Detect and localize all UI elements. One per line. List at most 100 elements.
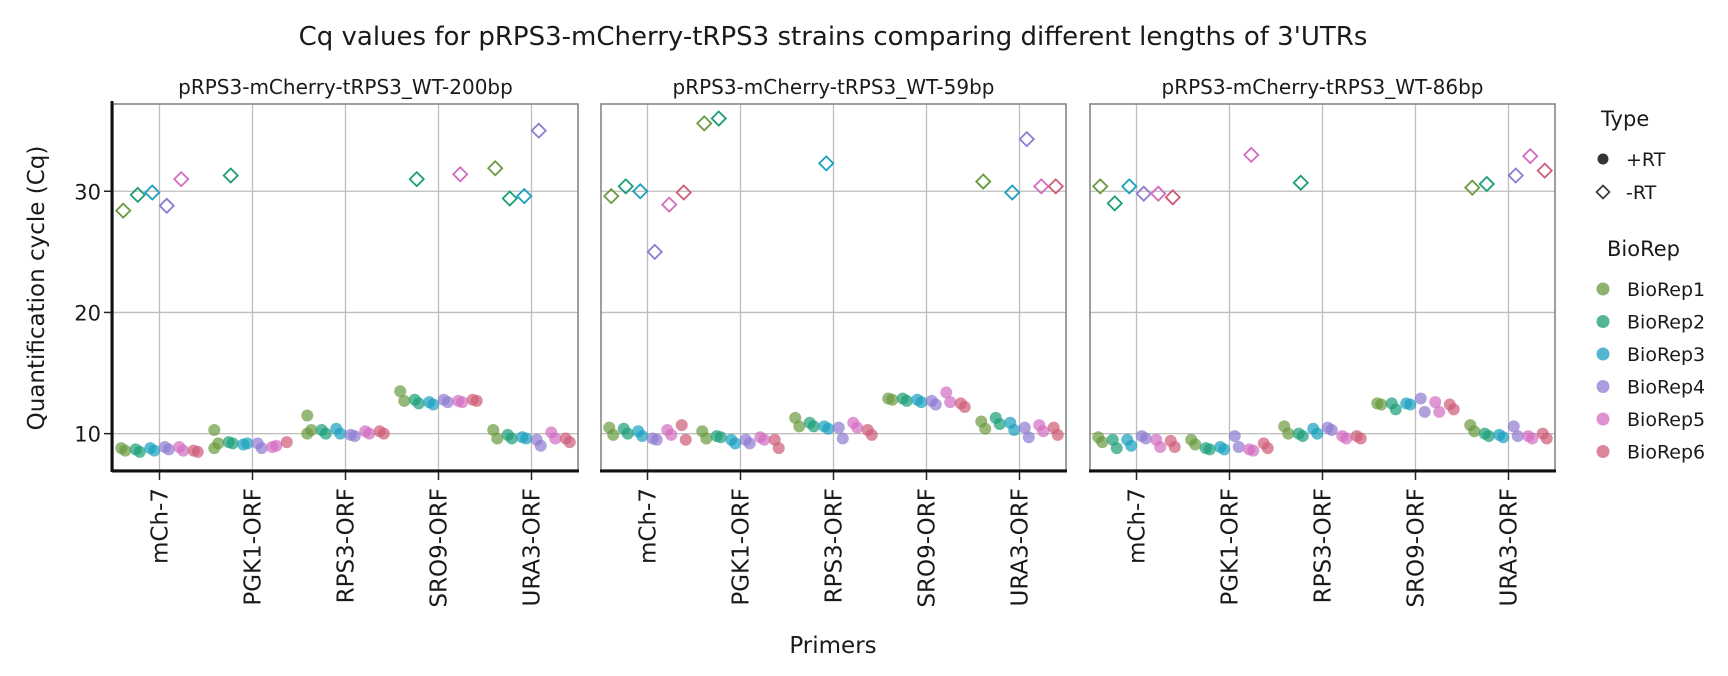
- point-minus-rt-biorep2: [222, 167, 240, 184]
- point-plus-rt-biorep4: [832, 421, 845, 434]
- point-plus-rt-biorep2: [714, 431, 727, 444]
- point-plus-rt-biorep5: [1340, 432, 1353, 445]
- legend-label-biorep6: BioRep6: [1627, 442, 1705, 464]
- point-plus-rt-biorep4: [1418, 405, 1431, 418]
- x-tick-label: SRO9-ORF: [915, 488, 941, 608]
- point-plus-rt-biorep3: [1218, 443, 1231, 456]
- point-plus-rt-biorep4: [1507, 420, 1520, 433]
- point-minus-rt-biorep1: [974, 173, 992, 190]
- point-plus-rt-biorep1: [1375, 398, 1388, 411]
- y-tick-label: 10: [74, 423, 101, 447]
- x-tick-label: SRO9-ORF: [427, 488, 453, 608]
- point-minus-rt-biorep5: [451, 166, 469, 183]
- legend-key-biorep6: [1596, 445, 1610, 458]
- point-minus-rt-biorep6: [675, 184, 693, 201]
- point-plus-rt-biorep1: [1189, 438, 1202, 451]
- point-plus-rt-biorep4: [650, 433, 663, 446]
- point-plus-rt-biorep2: [319, 427, 332, 440]
- x-tick-label: PGK1-ORF: [729, 488, 755, 606]
- point-plus-rt-biorep6: [280, 436, 293, 449]
- point-plus-rt-biorep6: [1540, 432, 1553, 445]
- point-minus-rt-biorep6: [1047, 178, 1065, 195]
- legend-label-biorep2: BioRep2: [1627, 312, 1705, 334]
- x-tick-label: PGK1-ORF: [241, 488, 267, 606]
- point-plus-rt-biorep1: [394, 385, 407, 398]
- point-minus-rt-biorep2: [408, 170, 426, 188]
- point-minus-rt-biorep1: [486, 159, 504, 177]
- y-tick-label: 30: [74, 180, 101, 204]
- point-plus-rt-biorep3: [1125, 439, 1138, 452]
- point-plus-rt-biorep6: [563, 436, 576, 449]
- legend-biorep-title: BioRep: [1607, 237, 1680, 261]
- point-plus-rt-biorep1: [886, 393, 899, 406]
- point-plus-rt-biorep3: [334, 427, 347, 440]
- x-tick-label: RPS3-ORF: [334, 488, 360, 603]
- point-plus-rt-biorep3: [822, 422, 835, 435]
- point-plus-rt-biorep4: [1022, 431, 1035, 444]
- point-plus-rt-biorep1: [398, 394, 411, 407]
- legend-key-biorep1: [1596, 282, 1610, 296]
- legend-key-biorep4: [1596, 380, 1610, 393]
- point-plus-rt-biorep3: [915, 396, 928, 409]
- point-plus-rt-biorep4: [348, 430, 361, 443]
- point-minus-rt-biorep1: [1463, 179, 1481, 196]
- point-minus-rt-biorep6: [1164, 189, 1182, 206]
- x-tick-label: RPS3-ORF: [1311, 488, 1337, 603]
- point-plus-rt-biorep4: [534, 439, 547, 452]
- point-plus-rt-biorep5: [177, 444, 190, 457]
- point-plus-rt-biorep4: [929, 398, 942, 411]
- point-plus-rt-biorep6: [1168, 440, 1181, 453]
- x-tick-label: mCh-7: [1125, 488, 1151, 564]
- point-minus-rt-biorep4: [646, 243, 664, 261]
- point-plus-rt-biorep3: [427, 398, 440, 411]
- point-plus-rt-biorep2: [900, 394, 913, 407]
- point-plus-rt-biorep3: [1311, 427, 1324, 440]
- point-minus-rt-biorep3: [817, 155, 835, 172]
- x-tick-label: URA3-ORF: [1008, 488, 1034, 607]
- x-tick-label: RPS3-ORF: [822, 488, 848, 603]
- point-plus-rt-biorep4: [162, 443, 175, 456]
- point-plus-rt-biorep5: [1247, 444, 1260, 457]
- point-plus-rt-biorep6: [1051, 428, 1064, 441]
- point-plus-rt-biorep4: [441, 396, 454, 409]
- point-plus-rt-biorep3: [1404, 398, 1417, 411]
- point-plus-rt-biorep2: [1389, 403, 1402, 416]
- point-minus-rt-biorep4: [1507, 167, 1525, 184]
- point-plus-rt-biorep3: [241, 437, 254, 450]
- x-tick-label: mCh-7: [636, 488, 662, 564]
- point-plus-rt-biorep5: [1433, 405, 1446, 418]
- panel-title: pRPS3-mCherry-tRPS3_WT-86bp: [1162, 75, 1484, 99]
- point-plus-rt-biorep4: [255, 442, 268, 455]
- point-plus-rt-biorep6: [958, 400, 971, 413]
- point-plus-rt-biorep3: [636, 430, 649, 443]
- point-minus-rt-biorep2: [1106, 195, 1124, 212]
- point-plus-rt-biorep5: [665, 428, 678, 441]
- point-plus-rt-biorep2: [133, 445, 146, 458]
- point-plus-rt-biorep4: [1139, 432, 1152, 445]
- point-plus-rt-biorep2: [807, 420, 820, 433]
- point-plus-rt-biorep2: [1203, 443, 1216, 456]
- point-minus-rt-biorep2: [1292, 174, 1310, 192]
- point-plus-rt-biorep4: [1232, 440, 1245, 453]
- x-axis-label: Primers: [789, 633, 876, 659]
- point-minus-rt-biorep6: [1536, 162, 1554, 179]
- y-tick-label: 20: [74, 301, 101, 325]
- point-plus-rt-biorep1: [700, 432, 713, 445]
- point-plus-rt-biorep5: [1037, 425, 1050, 438]
- point-plus-rt-biorep6: [675, 419, 688, 432]
- x-tick-label: URA3-ORF: [1497, 488, 1523, 607]
- point-minus-rt-biorep4: [158, 197, 176, 215]
- point-plus-rt-biorep4: [743, 437, 756, 450]
- point-minus-rt-biorep2: [617, 178, 635, 195]
- point-plus-rt-biorep4: [1325, 424, 1338, 437]
- point-minus-rt-biorep1: [602, 187, 620, 205]
- point-minus-rt-biorep4: [1018, 130, 1036, 148]
- point-plus-rt-biorep6: [1261, 442, 1274, 455]
- legend-label-biorep3: BioRep3: [1627, 344, 1705, 366]
- point-minus-rt-biorep2: [129, 186, 147, 204]
- point-plus-rt-biorep5: [940, 386, 953, 399]
- point-plus-rt-biorep6: [377, 427, 390, 440]
- point-minus-rt-biorep3: [1120, 178, 1138, 195]
- point-minus-rt-biorep3: [143, 184, 161, 201]
